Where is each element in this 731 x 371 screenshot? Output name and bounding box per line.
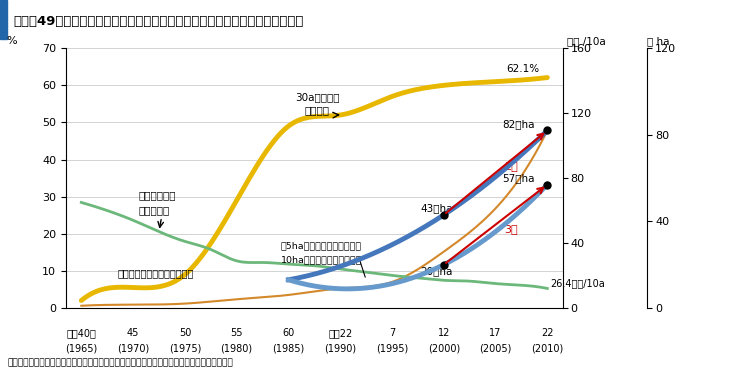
- Text: 43万ha: 43万ha: [420, 203, 453, 213]
- Text: (1975): (1975): [169, 343, 201, 353]
- Text: 20万ha: 20万ha: [420, 266, 452, 276]
- Text: 17: 17: [489, 328, 501, 338]
- Bar: [0, 0, 7, 39]
- Text: 10ha以上経営体（右目盛）: 10ha以上経営体（右目盛）: [281, 256, 362, 265]
- Text: (1985): (1985): [273, 343, 305, 353]
- Text: 図３－49　水田整備率と稲作労働時間及び大規模経営体の経営耕地面積の推移: 図３－49 水田整備率と稲作労働時間及び大規模経営体の経営耕地面積の推移: [13, 15, 303, 28]
- Text: （右目盛）: （右目盛）: [138, 205, 170, 215]
- Text: (1980): (1980): [221, 343, 253, 353]
- Text: 7: 7: [389, 328, 395, 338]
- Text: %: %: [6, 36, 17, 46]
- Text: 大規模経営体の経営耕地面積: 大規模経営体の経営耕地面積: [118, 268, 194, 278]
- Text: 45: 45: [127, 328, 140, 338]
- Text: 稲作労働時間: 稲作労働時間: [138, 190, 175, 200]
- Text: 50: 50: [178, 328, 191, 338]
- Text: 昭和40年: 昭和40年: [67, 328, 96, 338]
- Text: 平成22: 平成22: [328, 328, 352, 338]
- Text: 26.4時間/10a: 26.4時間/10a: [550, 279, 605, 289]
- Text: 3倍: 3倍: [504, 224, 518, 234]
- Text: 資料：農林水産省「農林業センサス」、「農業基盤情報基礎調査」、「米及び麦類の生産費」: 資料：農林水産省「農林業センサス」、「農業基盤情報基礎調査」、「米及び麦類の生産…: [7, 358, 233, 367]
- Text: (2010): (2010): [531, 343, 564, 353]
- Text: 時間 /10a: 時間 /10a: [567, 36, 605, 46]
- Text: (1970): (1970): [117, 343, 149, 353]
- Text: (1990): (1990): [324, 343, 356, 353]
- Text: (1995): (1995): [376, 343, 408, 353]
- Text: 22: 22: [541, 328, 553, 338]
- Text: (1965): (1965): [65, 343, 97, 353]
- Text: (2005): (2005): [480, 343, 512, 353]
- Text: 30a程度以上: 30a程度以上: [295, 92, 339, 102]
- Text: 55: 55: [230, 328, 243, 338]
- Text: 2倍: 2倍: [504, 161, 518, 171]
- Text: (2000): (2000): [428, 343, 460, 353]
- Text: 60: 60: [282, 328, 295, 338]
- Text: 57万ha: 57万ha: [502, 173, 534, 183]
- Text: 82万ha: 82万ha: [502, 119, 534, 129]
- Text: 62.1%: 62.1%: [507, 64, 539, 74]
- Text: の整備率: の整備率: [304, 105, 330, 115]
- Text: 12: 12: [438, 328, 450, 338]
- Text: （5ha以上経営体（右目盛）: （5ha以上経営体（右目盛）: [281, 242, 362, 250]
- Text: 万 ha: 万 ha: [647, 36, 670, 46]
